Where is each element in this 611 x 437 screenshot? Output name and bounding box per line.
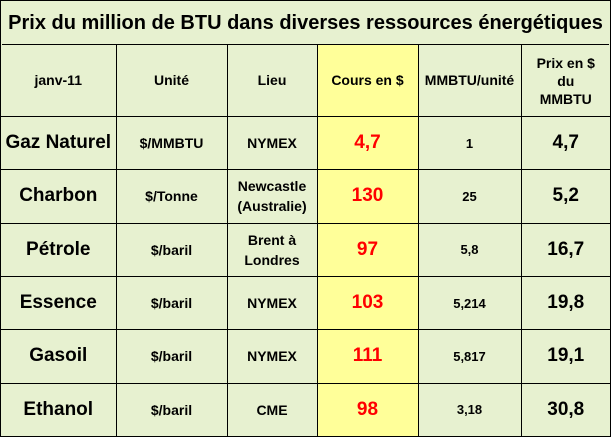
place-line1: NYMEX bbox=[247, 348, 297, 365]
place-line2: Londres bbox=[244, 251, 300, 268]
price-cell: 97 bbox=[316, 222, 419, 277]
table-row: Gaz Naturel $/MMBTU NYMEX 4,7 1 4,7 bbox=[1, 115, 610, 171]
place-cell: NYMEX bbox=[226, 115, 318, 171]
table-row: Gasoil $/baril NYMEX 111 5,817 19,1 bbox=[1, 329, 610, 384]
price-cell: 111 bbox=[316, 329, 419, 384]
price-per-mmbtu-cell: 16,7 bbox=[520, 222, 610, 277]
mmbtu-cell: 25 bbox=[417, 169, 522, 224]
table-row: Ethanol $/baril CME 98 3,18 30,8 bbox=[1, 382, 610, 436]
resource-name: Essence bbox=[1, 275, 117, 331]
table-row: Essence $/baril NYMEX 103 5,214 19,8 bbox=[1, 275, 610, 331]
resource-name: Gaz Naturel bbox=[1, 115, 117, 171]
mmbtu-cell: 1 bbox=[417, 115, 522, 171]
mmbtu-cell: 5,8 bbox=[417, 222, 522, 277]
price-per-mmbtu-cell: 19,8 bbox=[520, 275, 610, 331]
place-line1: Newcastle bbox=[237, 178, 307, 195]
header-date: janv-11 bbox=[1, 45, 117, 117]
price-per-mmbtu-cell: 4,7 bbox=[520, 115, 610, 171]
price-cell: 103 bbox=[316, 275, 419, 331]
resource-name: Pétrole bbox=[1, 222, 117, 277]
place-cell: Newcastle (Australie) bbox=[226, 169, 318, 224]
unit-cell: $/baril bbox=[115, 329, 228, 384]
unit-cell: $/baril bbox=[115, 382, 228, 436]
mmbtu-cell: 5,817 bbox=[417, 329, 522, 384]
header-price-per-mmbtu: Prix en $ du MMBTU bbox=[520, 45, 610, 117]
unit-cell: $/MMBTU bbox=[115, 115, 228, 171]
price-per-mmbtu-cell: 30,8 bbox=[520, 382, 610, 436]
resource-name: Ethanol bbox=[1, 382, 117, 436]
price-cell: 4,7 bbox=[316, 115, 419, 171]
place-cell: Brent à Londres bbox=[226, 222, 318, 277]
resource-name: Gasoil bbox=[1, 329, 117, 384]
unit-cell: $/baril bbox=[115, 275, 228, 331]
header-row: janv-11 Unité Lieu Cours en $ MMBTU/unit… bbox=[1, 45, 610, 117]
header-price: Cours en $ bbox=[316, 45, 419, 117]
unit-cell: $/Tonne bbox=[115, 169, 228, 224]
table-row: Charbon $/Tonne Newcastle (Australie) 13… bbox=[1, 169, 610, 224]
price-per-mmbtu-cell: 19,1 bbox=[520, 329, 610, 384]
place-line1: NYMEX bbox=[247, 135, 297, 152]
place-line1: NYMEX bbox=[247, 295, 297, 312]
resource-name: Charbon bbox=[1, 169, 117, 224]
header-mmbtu: MMBTU/unité bbox=[417, 45, 522, 117]
price-cell: 130 bbox=[316, 169, 419, 224]
place-line2: (Australie) bbox=[237, 198, 307, 215]
place-line1: CME bbox=[256, 401, 288, 418]
header-price-per-mmbtu-line3: MMBTU bbox=[539, 90, 592, 107]
price-cell: 98 bbox=[316, 382, 419, 436]
header-place: Lieu bbox=[226, 45, 318, 117]
place-cell: NYMEX bbox=[226, 275, 318, 331]
mmbtu-cell: 5,214 bbox=[417, 275, 522, 331]
header-unit: Unité bbox=[115, 45, 228, 117]
place-cell: NYMEX bbox=[226, 329, 318, 384]
table-row: Pétrole $/baril Brent à Londres 97 5,8 1… bbox=[1, 222, 610, 277]
mmbtu-cell: 3,18 bbox=[417, 382, 522, 436]
price-per-mmbtu-cell: 5,2 bbox=[520, 169, 610, 224]
energy-price-table: janv-11 Unité Lieu Cours en $ MMBTU/unit… bbox=[1, 45, 610, 436]
header-price-per-mmbtu-line1: Prix en $ bbox=[536, 54, 595, 71]
table-title: Prix du million de BTU dans diverses res… bbox=[2, 2, 609, 45]
place-line1: Brent à bbox=[247, 231, 297, 248]
place-cell: CME bbox=[226, 382, 318, 436]
header-price-per-mmbtu-line2: du bbox=[557, 72, 575, 89]
unit-cell: $/baril bbox=[115, 222, 228, 277]
